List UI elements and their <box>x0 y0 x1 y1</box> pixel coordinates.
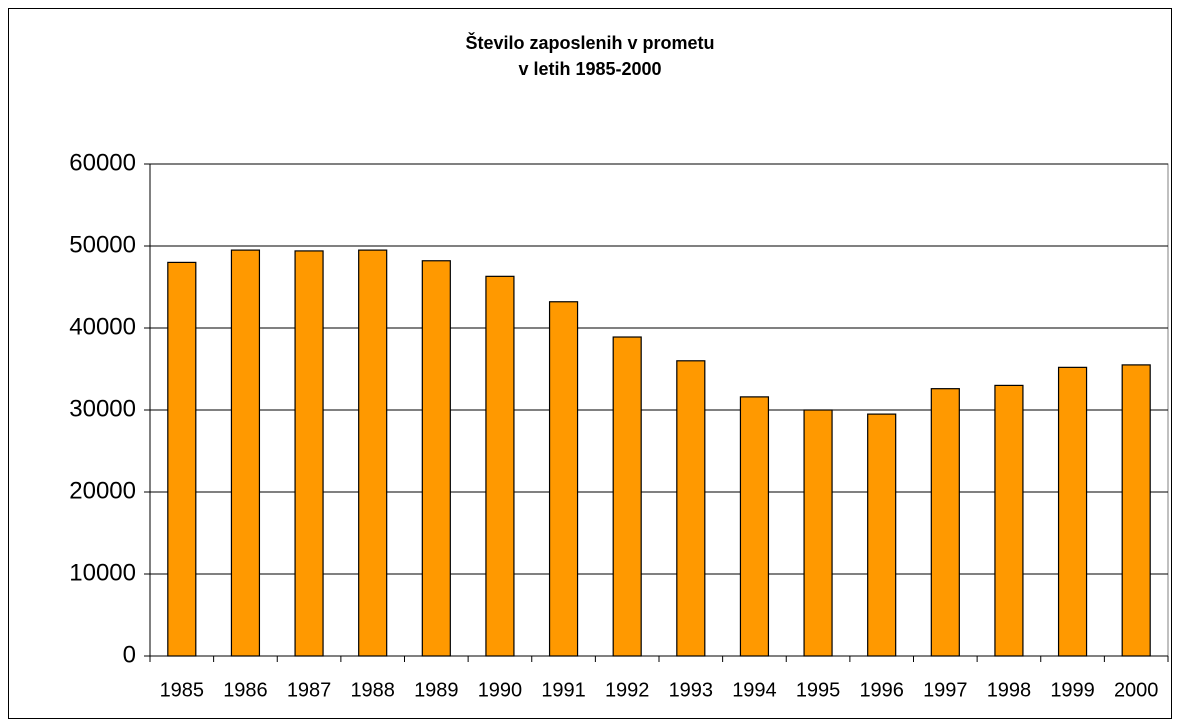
y-tick-label: 20000 <box>69 477 136 504</box>
bar <box>612 336 642 657</box>
bar <box>230 249 261 657</box>
y-tick-label: 30000 <box>69 395 136 422</box>
x-tick-label: 1985 <box>160 679 205 701</box>
x-tick-label: 1991 <box>541 679 586 701</box>
x-tick-label: 1989 <box>414 679 459 701</box>
bar <box>867 413 897 657</box>
chart-subtitle: v letih 1985-2000 <box>518 59 661 79</box>
bar <box>485 275 515 657</box>
bar <box>1057 366 1088 657</box>
bar <box>803 409 833 657</box>
bar <box>167 261 197 657</box>
bar <box>1121 364 1151 657</box>
x-tick-label: 1997 <box>923 679 968 701</box>
y-tick-label: 50000 <box>69 231 136 258</box>
x-tick-label: 1998 <box>987 679 1032 701</box>
bar <box>294 250 324 657</box>
x-tick-label: 1986 <box>223 679 268 701</box>
bar <box>358 249 388 657</box>
bar <box>548 301 579 657</box>
x-tick-label: 1996 <box>859 679 904 701</box>
x-tick-label: 1995 <box>796 679 841 701</box>
x-tick-label: 1988 <box>350 679 395 701</box>
x-tick-label: 2000 <box>1114 679 1159 701</box>
chart-title: Število zaposlenih v prometu <box>465 32 714 53</box>
x-tick-label: 1987 <box>287 679 332 701</box>
y-tick-label: 60000 <box>69 149 136 176</box>
bar <box>739 396 770 657</box>
x-tick-label: 1993 <box>669 679 714 701</box>
x-tick-label: 1992 <box>605 679 650 701</box>
bar <box>676 360 706 657</box>
chart-frame <box>8 8 1172 719</box>
bar <box>421 260 451 657</box>
y-tick-label: 0 <box>123 641 136 668</box>
x-tick-label: 1994 <box>732 679 777 701</box>
y-tick-label: 40000 <box>69 313 136 340</box>
bar <box>994 384 1024 657</box>
y-tick-label: 10000 <box>69 559 136 586</box>
bar <box>930 388 960 657</box>
x-tick-label: 1990 <box>478 679 523 701</box>
x-tick-label: 1999 <box>1050 679 1095 701</box>
